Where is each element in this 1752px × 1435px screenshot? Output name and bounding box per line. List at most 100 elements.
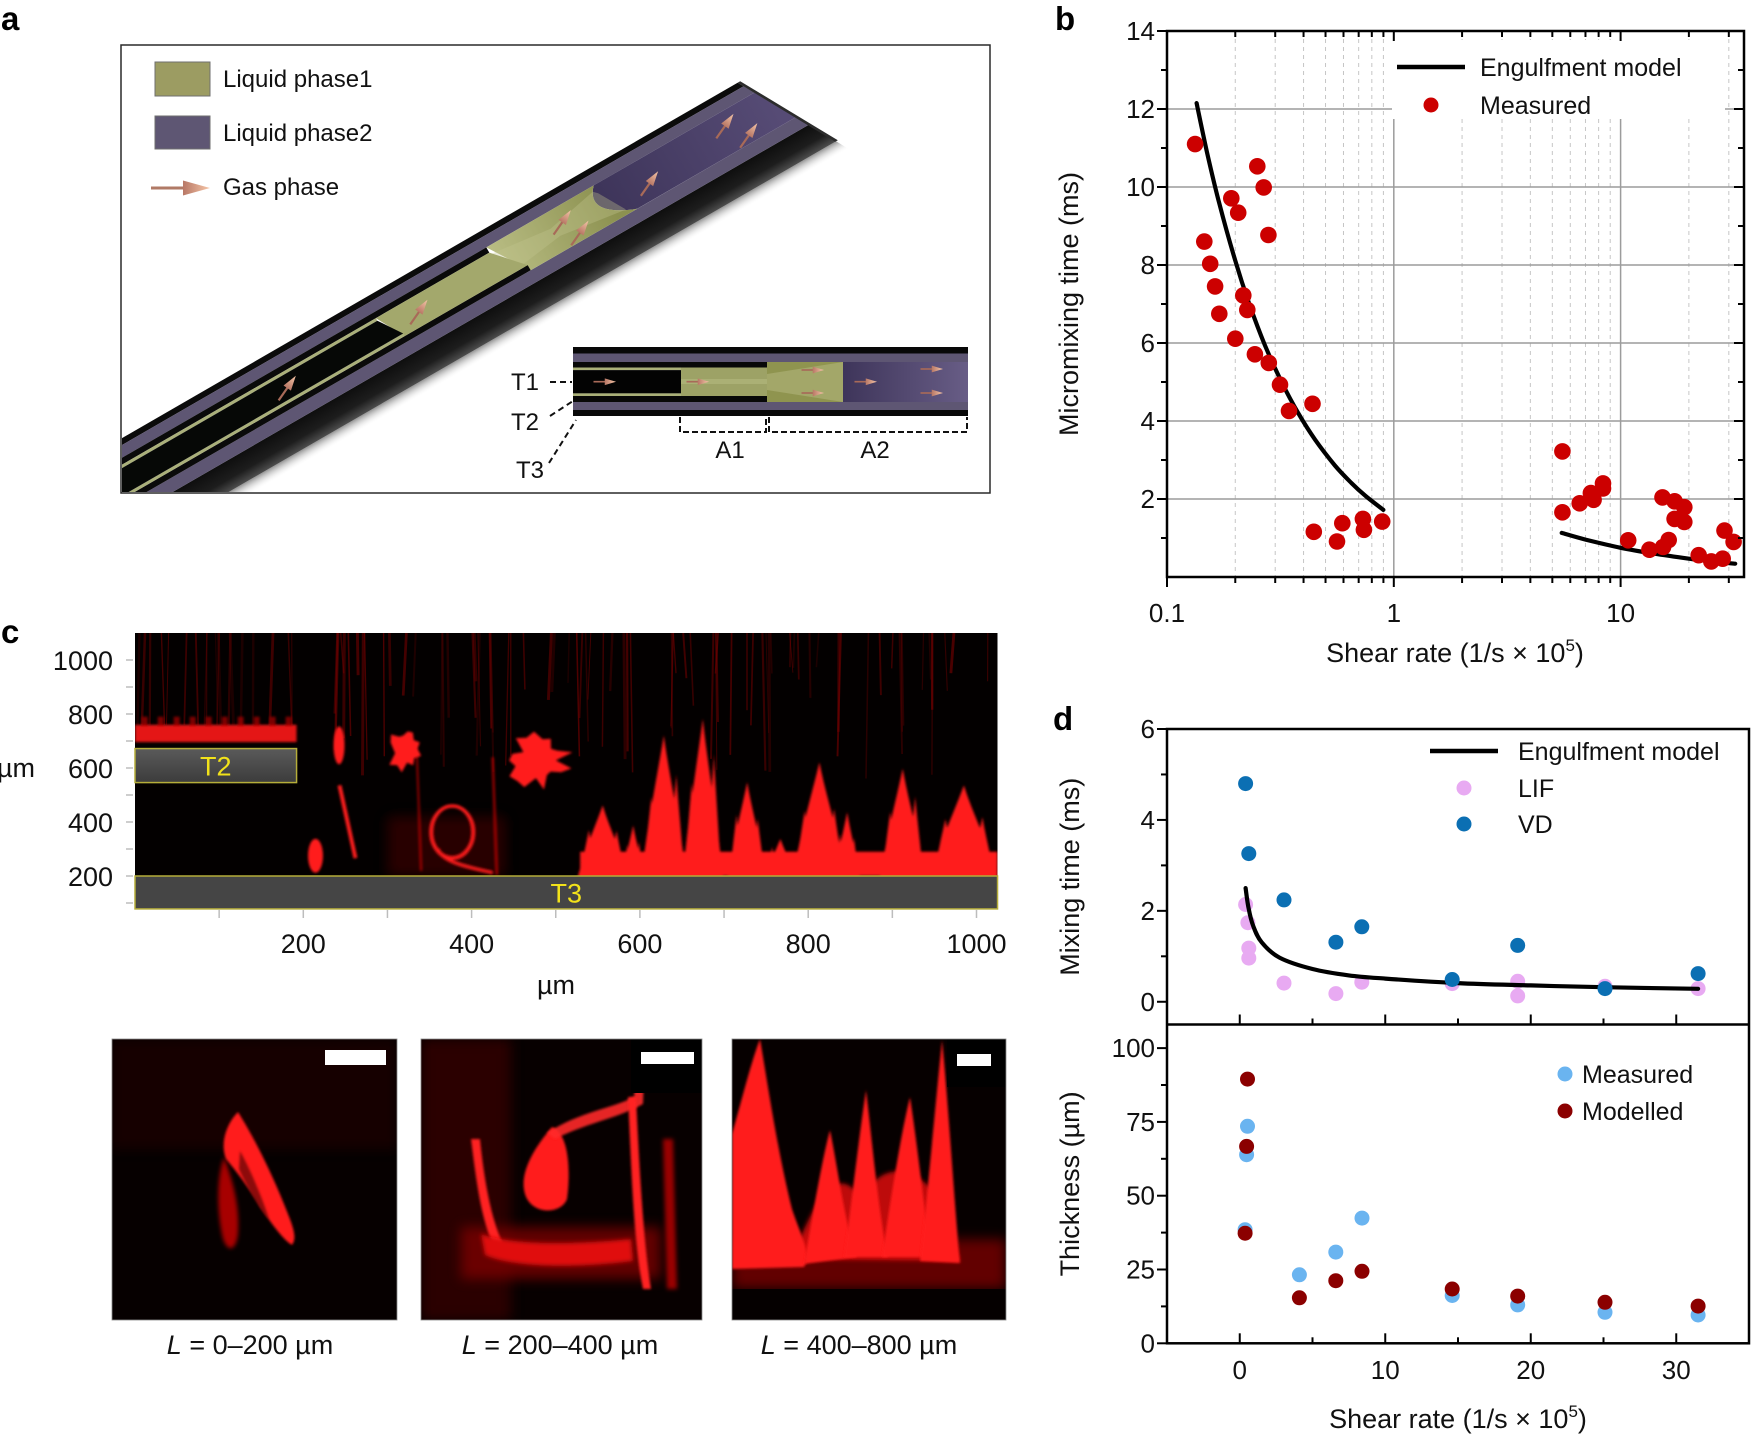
y-axis-title: Thickness (µm) — [1055, 1091, 1085, 1276]
fluorescence-plume — [844, 1090, 888, 1257]
data-point-measured — [1716, 522, 1733, 539]
legend-label: Modelled — [1582, 1098, 1683, 1126]
fluorescence-blob — [333, 726, 345, 765]
fluorescence-streak — [412, 633, 417, 697]
fluorescence-streak — [609, 633, 614, 692]
fluorescence-streak — [160, 633, 166, 725]
microscopy-image-1 — [111, 1038, 398, 1321]
fluorescence-blob — [389, 731, 422, 773]
data-point-measured — [1240, 1118, 1255, 1134]
data-point-measured — [1676, 513, 1693, 531]
y-tick-label: 50 — [1126, 1181, 1155, 1211]
heatmap-regions: T2 T3 — [134, 747, 999, 910]
fluorescence-streak — [475, 633, 481, 756]
panel-label-a: a — [1, 0, 20, 37]
y-axis-title: µm — [0, 753, 35, 783]
fluorescence-plume — [970, 816, 994, 876]
fluorescence-plume — [580, 829, 598, 876]
data-point-modelled — [1237, 1225, 1253, 1241]
data-point-modelled — [1354, 1263, 1370, 1279]
x-tick-label: 400 — [449, 929, 494, 959]
tick-labels: 0 2 4 6 — [1141, 714, 1155, 1017]
fluorescence-streak — [789, 633, 794, 673]
fluorescence-streak — [339, 633, 345, 674]
fluorescence-streak — [136, 633, 141, 725]
fluorescence-streak — [363, 633, 368, 760]
fluorescence-streak — [715, 633, 718, 770]
fluorescence-streak — [388, 633, 392, 686]
fluorescence-streak — [710, 633, 715, 759]
data-point-measured — [1255, 179, 1272, 196]
legend-item-vd: VD — [1456, 811, 1553, 839]
data-point-lif — [1241, 950, 1257, 966]
legend-item-modelled: Modelled — [1557, 1098, 1683, 1126]
fluorescence-bump — [205, 716, 212, 727]
x-tick-label: 0 — [1233, 1355, 1247, 1385]
data-point-modelled — [1510, 1288, 1526, 1304]
fluorescence-streak — [490, 633, 494, 733]
fluorescence-streak — [550, 633, 556, 693]
liquid-phase1-neck-highlight — [490, 191, 627, 270]
fluorescence-plume — [608, 830, 626, 876]
heatmap-fluorescence — [135, 716, 998, 876]
x-tick-label: 10 — [1371, 1355, 1400, 1385]
data-point-measured — [1246, 346, 1264, 363]
fluorescence-streak — [446, 633, 450, 718]
data-point-measured — [1229, 204, 1247, 221]
fluorescence-blob — [509, 731, 573, 790]
data-point-measured — [1355, 521, 1373, 539]
fluorescence-plume — [907, 796, 923, 876]
label-a2: A2 — [860, 437, 889, 464]
fluorescence-blob — [523, 1127, 569, 1211]
fluorescence-droplet — [223, 1112, 295, 1245]
liquid-phase1-cone — [486, 185, 638, 271]
fluorescence-plume — [643, 796, 660, 876]
data-point-measured — [1328, 1244, 1344, 1260]
fluorescence-streak — [767, 633, 772, 772]
gas-phase-arrow-icon — [151, 180, 210, 196]
data-point-vd — [1510, 937, 1526, 953]
panel-a-legend: Liquid phase1 Liquid phase2 Gas phase — [151, 61, 372, 201]
fluorescence-streak — [342, 633, 346, 739]
data-point-measured — [1280, 402, 1298, 420]
panel-b-chart: 2 4 6 8 10 12 14 0.1 1 10 Shear rate (1/s × 105) Mi… — [1054, 16, 1746, 668]
data-point-vd — [1597, 981, 1613, 997]
image-frame — [420, 1038, 703, 1321]
fluorescence-bump — [253, 716, 260, 727]
leader-line-t3 — [548, 419, 577, 464]
data-point-measured — [1554, 443, 1571, 460]
y-tick-label: 0 — [1141, 987, 1155, 1017]
fluorescence-plume — [882, 811, 899, 876]
inset-film-top — [573, 367, 681, 371]
microscopy-image-3 — [731, 1038, 1007, 1321]
fluorescence-streak — [729, 633, 733, 755]
scale-bar — [957, 1054, 991, 1066]
fluorescence-plume — [920, 1040, 960, 1263]
fluorescence-streak — [268, 633, 275, 725]
legend-item-measured: Measured — [1557, 1061, 1693, 1089]
t3-wall-top — [122, 86, 755, 492]
fluorescence-streak — [878, 633, 882, 696]
y-tick-label: 800 — [68, 700, 113, 730]
data-point-measured — [1211, 305, 1228, 323]
data-point-measured — [1239, 301, 1256, 319]
data-point-measured — [1571, 495, 1588, 512]
fluorescence-plume — [783, 855, 794, 876]
data-point-measured — [1206, 278, 1224, 295]
data-point-measured — [1660, 531, 1677, 549]
inset-t2-wall-top — [573, 362, 767, 368]
fluorescence-streak — [287, 633, 293, 725]
fluorescence-plume — [933, 818, 957, 876]
data-point-vd — [1241, 846, 1257, 862]
image-caption-3: L = 400–800 µm — [761, 1330, 957, 1360]
tube-outer-rim — [122, 82, 744, 492]
fluorescence-plume — [729, 814, 744, 876]
data-point-measured — [1260, 354, 1278, 372]
legend: Engulfment model LIF VD — [1430, 738, 1720, 839]
fluorescence-streak — [672, 633, 677, 674]
inset-t3-wall-top — [573, 353, 968, 362]
fluorescence-streak — [815, 633, 820, 668]
fluorescence-bump — [221, 716, 228, 727]
data-point-measured — [1641, 541, 1658, 558]
